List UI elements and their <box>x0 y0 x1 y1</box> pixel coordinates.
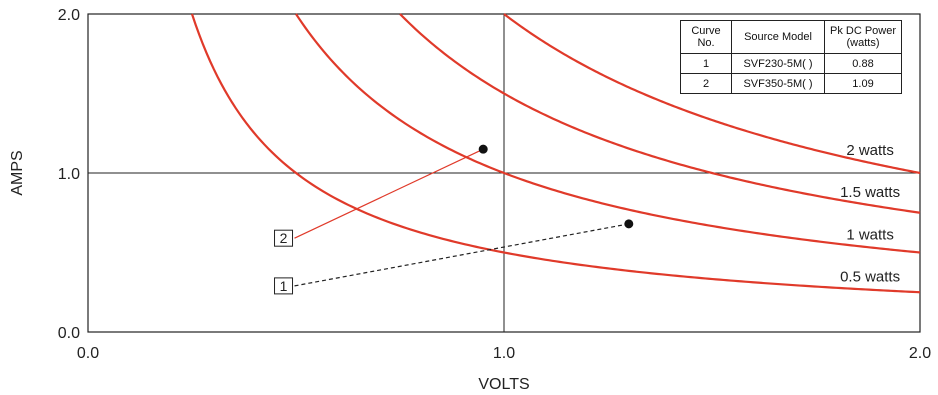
y-tick-label: 2.0 <box>58 7 80 24</box>
data-point <box>624 219 634 229</box>
callout-leader-line <box>294 148 484 239</box>
y-axis-title: AMPS <box>9 150 26 195</box>
legend-cell: 1.09 <box>824 73 902 94</box>
callout-leader-line <box>294 223 629 287</box>
legend-cell: SVF350-5M( ) <box>731 73 825 94</box>
curve-1 <box>190 13 921 294</box>
curve-label: 0.5 watts <box>840 269 900 286</box>
curve-labels-group: 0.5 watts 1 watts 1.5 watts 2 watts <box>840 142 900 286</box>
x-tick-label: 1.0 <box>493 345 515 362</box>
legend-row-2: 2 SVF350-5M( ) 1.09 <box>680 73 902 94</box>
legend-table: Curve No. Source Model Pk DC Power (watt… <box>680 20 902 94</box>
legend-cell: 1 <box>680 53 732 74</box>
x-tick-label: 2.0 <box>909 345 931 362</box>
curve-2 <box>295 13 921 254</box>
callout-box <box>274 229 294 247</box>
callouts-group: 21 <box>274 144 634 295</box>
curves-group <box>190 13 921 294</box>
curve-label: 2 watts <box>846 142 894 159</box>
legend-cell: SVF230-5M( ) <box>731 53 825 74</box>
y-tick-label: 0.0 <box>58 325 80 342</box>
callout-number: 2 <box>280 230 288 246</box>
legend-header-row: Curve No. Source Model Pk DC Power (watt… <box>680 20 902 54</box>
x-tick-labels: 0.0 1.0 2.0 <box>77 345 931 362</box>
callout-number: 1 <box>280 278 288 294</box>
data-point <box>478 144 488 154</box>
curve-3 <box>399 13 921 214</box>
curve-4 <box>503 13 921 175</box>
x-axis-title: VOLTS <box>478 376 529 393</box>
legend-header-curve-no: Curve No. <box>680 20 732 54</box>
legend-cell: 2 <box>680 73 732 94</box>
curve-label: 1.5 watts <box>840 184 900 201</box>
y-tick-label: 1.0 <box>58 166 80 183</box>
x-tick-label: 0.0 <box>77 345 99 362</box>
legend-header-pk-dc-power: Pk DC Power (watts) <box>824 20 902 54</box>
legend-header-source-model: Source Model <box>731 20 825 54</box>
y-tick-labels: 0.0 1.0 2.0 <box>58 7 80 342</box>
callout-box <box>274 277 294 295</box>
legend-cell: 0.88 <box>824 53 902 74</box>
legend-row-1: 1 SVF230-5M( ) 0.88 <box>680 53 902 74</box>
curve-label: 1 watts <box>846 226 894 243</box>
